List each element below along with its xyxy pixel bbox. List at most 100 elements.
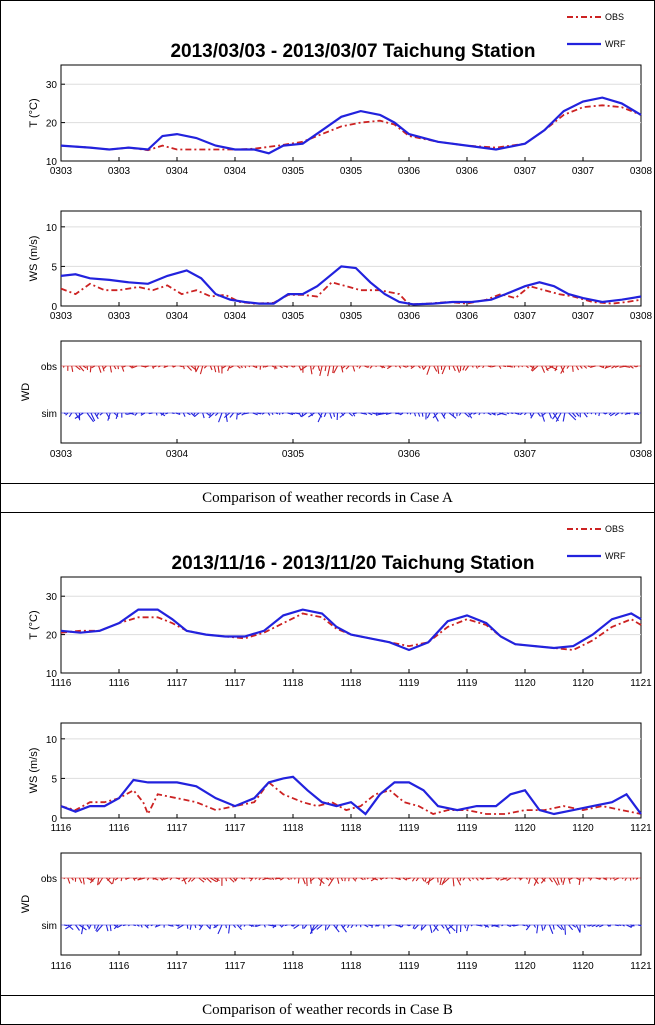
sim-wind-vector (591, 413, 592, 414)
sim-wind-vector (356, 925, 357, 927)
plot-frame (61, 853, 641, 955)
x-tick-label: 1116 (51, 823, 72, 834)
sim-row-label: sim (41, 409, 57, 420)
obs-wind-vector (411, 366, 412, 367)
x-tick-label: 0303 (108, 311, 131, 322)
x-tick-label: 1120 (572, 823, 594, 834)
x-tick-label: 1119 (399, 961, 420, 972)
sim-wind-vector (407, 413, 408, 414)
sim-wind-vector (291, 413, 295, 414)
obs-wind-vector (507, 366, 511, 367)
y-tick-label: 20 (46, 119, 58, 130)
y-axis-label: WD (20, 895, 32, 913)
sim-wind-vector (507, 413, 509, 414)
x-tick-label: 1116 (51, 678, 72, 689)
sim-wind-vector (622, 413, 623, 414)
obs-wind-vector (460, 366, 461, 371)
sim-wind-vector (501, 925, 503, 926)
x-tick-label: 0303 (50, 311, 73, 322)
sim-wind-vector (599, 413, 600, 416)
x-tick-label: 1120 (514, 678, 536, 689)
obs-wind-vector (287, 366, 288, 368)
sim-wind-vector (522, 925, 525, 926)
y-tick-label: 30 (46, 80, 58, 91)
obs-wind-vector (391, 878, 392, 879)
obs-wind-vector (472, 366, 473, 367)
x-tick-label: 0303 (50, 166, 73, 177)
y-axis-label: WD (20, 383, 32, 401)
sim-wind-vector (237, 413, 238, 419)
x-tick-label: 0304 (166, 311, 189, 322)
x-tick-label: 1118 (341, 961, 362, 972)
legend-wrf-label: WRF (605, 551, 626, 561)
x-tick-label: 0308 (630, 311, 653, 322)
sim-wind-vector (291, 925, 295, 926)
sim-wind-vector (210, 413, 211, 416)
obs-wind-vector (514, 366, 515, 368)
legend-obs-label: OBS (605, 524, 624, 534)
x-tick-label: 0308 (630, 166, 653, 177)
obs-wind-vector (610, 878, 611, 880)
x-tick-label: 1121 (630, 678, 652, 689)
obs-wind-vector (519, 878, 521, 879)
y-tick-label: 20 (46, 631, 58, 642)
x-tick-label: 0303 (50, 449, 73, 460)
sim-wind-vector (276, 413, 278, 414)
x-tick-label: 0305 (340, 166, 363, 177)
case-b-caption: Comparison of weather records in Case B (0, 995, 655, 1025)
plot-frame (61, 577, 641, 673)
x-tick-label: 0307 (572, 311, 595, 322)
x-tick-label: 1117 (167, 961, 188, 972)
sim-wind-vector (615, 925, 619, 926)
obs-wind-vector (245, 366, 246, 368)
obs-wind-vector (588, 366, 590, 367)
sim-wind-vector (123, 925, 126, 926)
x-tick-label: 1118 (283, 678, 304, 689)
sim-wind-vector (150, 413, 153, 414)
obs-row-label: obs (41, 874, 57, 885)
x-tick-label: 1120 (514, 823, 536, 834)
sim-wind-vector (126, 413, 127, 415)
x-tick-label: 1116 (109, 678, 130, 689)
x-tick-label: 1117 (225, 678, 246, 689)
x-tick-label: 0306 (398, 311, 421, 322)
y-axis-label: WS (m/s) (28, 748, 40, 794)
x-tick-label: 0304 (224, 311, 247, 322)
obs-wind-vector (367, 878, 368, 879)
obs-wind-vector (284, 366, 288, 367)
sim-wind-vector (587, 413, 588, 414)
x-tick-label: 1119 (399, 678, 420, 689)
x-tick-label: 1118 (283, 961, 304, 972)
sim-wind-vector (408, 925, 411, 926)
x-tick-label: 0306 (456, 311, 479, 322)
obs-wind-vector (295, 878, 296, 879)
x-tick-label: 1117 (225, 961, 246, 972)
sim-wind-vector (177, 925, 180, 926)
x-tick-label: 0307 (572, 166, 595, 177)
sim-wind-vector (128, 925, 129, 926)
obs-wind-vector (180, 366, 183, 367)
sim-wind-vector (638, 925, 642, 926)
sim-wind-vector (151, 925, 153, 926)
y-tick-label: 5 (51, 774, 57, 785)
x-tick-label: 0306 (398, 449, 421, 460)
case-a-caption: Comparison of weather records in Case A (0, 483, 655, 513)
obs-wind-vector (90, 366, 91, 372)
obs-wind-vector (407, 366, 408, 367)
x-tick-label: 1119 (457, 678, 478, 689)
x-tick-label: 1120 (572, 678, 594, 689)
obs-row-label: obs (41, 362, 57, 373)
x-tick-label: 0306 (398, 166, 421, 177)
obs-wind-vector (636, 366, 638, 367)
sim-wind-vector (353, 413, 357, 414)
x-tick-label: 1117 (225, 823, 246, 834)
x-tick-label: 1116 (51, 961, 72, 972)
x-tick-label: 1121 (630, 823, 652, 834)
